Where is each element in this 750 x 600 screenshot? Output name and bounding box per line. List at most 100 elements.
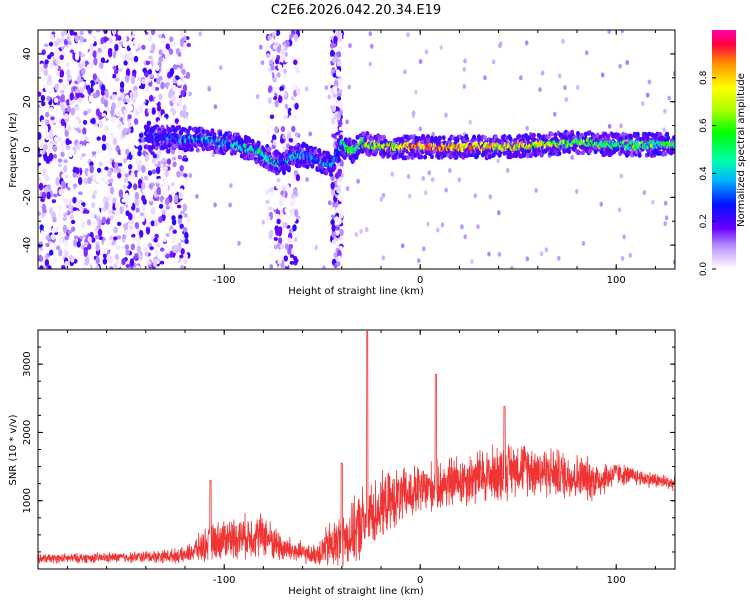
spectrogram-cell [195,193,199,199]
spectrogram-cell [122,158,128,164]
spectrogram-cell [55,177,60,186]
spectrogram-cell [169,188,174,193]
spectrogram-cell [440,222,445,228]
spectrogram-cell [284,243,290,250]
spectrogram-cell [129,91,134,99]
spectrogram-cell [116,244,121,250]
spectrogram-cell [135,265,141,269]
spectrogram-cell [104,201,109,210]
spectrogram-cell [96,211,101,217]
spectrogram-cell [338,134,343,140]
spectrogram-cell [119,205,124,215]
spectrogram-cell [142,211,148,219]
spectrogram-cell [159,260,165,265]
spectrogram-cell [38,66,42,75]
spectrogram-cell [49,129,54,138]
spectrogram-cell [496,158,501,164]
spectrogram-cell [95,234,100,240]
spectrogram-cell [406,32,410,38]
spectrogram-cell [308,131,313,137]
spectrogram-cell [330,49,335,58]
spectrogram-cell [54,209,59,214]
spectrogram-cell [336,96,342,101]
spectrogram-cell [132,114,137,120]
spectrogram-cell [60,118,66,127]
spectrogram-cell [112,197,117,203]
spectrogram-cell [92,190,98,195]
spectrogram-cell [381,192,386,198]
spectrogram-cell [104,90,110,99]
spectrogram-cell [59,54,64,60]
spectrogram-cell [472,134,477,140]
spectrogram-cell [331,239,337,245]
spectrogram-cell [175,75,180,80]
spectrogram-cell [170,182,175,187]
spectrogram-cell [182,203,188,212]
spectrogram-cell [95,256,100,265]
spectrogram-cell [647,131,652,137]
spectrogram-cell [129,229,134,235]
spectrogram-cell [172,187,178,194]
spectrogram-cell [483,75,487,81]
spectrogram-cell [463,58,467,64]
spectrogram-cell [485,148,490,153]
spectrogram-cell [55,58,60,65]
spectrogram-cell [334,216,339,224]
spectrogram-cell [182,104,187,112]
spectrogram-cell [289,254,295,258]
spectrogram-cell [78,191,83,196]
spectrogram-cell [166,158,172,165]
spectrogram-cell [430,135,434,141]
spectrogram-ytick-label: -40 [22,237,33,253]
spectrogram-cell [433,136,438,141]
spectrogram-cell [87,30,93,35]
spectrogram-cell [91,202,96,209]
spectrogram-cell [256,142,261,147]
spectrogram-cell [174,118,179,124]
spectrogram-cell [526,153,530,159]
spectrogram-cell [290,109,296,116]
spectrogram-cell [441,135,446,141]
spectrogram-cell [128,164,133,170]
spectrogram-cell [38,201,41,206]
spectrogram-cell [85,52,90,61]
spectrogram-cell [280,190,284,196]
spectrogram-cell [64,55,70,61]
spectrogram-cell [137,76,142,82]
spectrogram-cell [269,264,274,269]
spectrogram-cell [126,98,131,104]
spectrogram-cell [165,197,170,206]
spectrogram-cell [62,165,68,173]
spectrogram-cell [175,111,180,119]
spectrogram-cell [575,84,580,90]
spectrogram-cell [426,221,430,227]
spectrogram-cell [213,202,217,208]
spectrogram-cell [324,85,329,91]
spectrogram-cell [126,128,132,133]
spectrogram-cell [122,234,127,240]
spectrogram-cell [294,102,299,110]
spectrogram-cell [338,126,344,131]
spectrogram-cell [117,30,122,36]
spectrogram-cell [82,127,87,135]
spectrogram-cell [295,67,300,74]
spectrogram-cell [336,187,342,193]
spectrogram-cell [259,44,263,50]
spectrogram-cell [160,81,165,90]
spectrogram-cell [147,34,153,43]
spectrogram-cell [66,125,72,132]
spectrogram-cell [73,238,78,247]
spectrogram-cell [286,165,291,171]
spectrogram-cell [595,132,600,138]
spectrogram-cell [111,116,116,124]
spectrogram-cell [292,138,298,145]
spectrogram-cell [336,30,341,38]
spectrogram-cell [117,221,122,226]
spectrogram-cell [91,138,97,147]
spectrogram-cell [437,135,442,141]
spectrogram-cell [59,89,65,94]
spectrogram-cell [79,124,84,130]
spectrogram-cell [291,43,296,48]
snr-ytick-label: 3000 [22,351,33,376]
spectrogram-cell [290,96,295,101]
